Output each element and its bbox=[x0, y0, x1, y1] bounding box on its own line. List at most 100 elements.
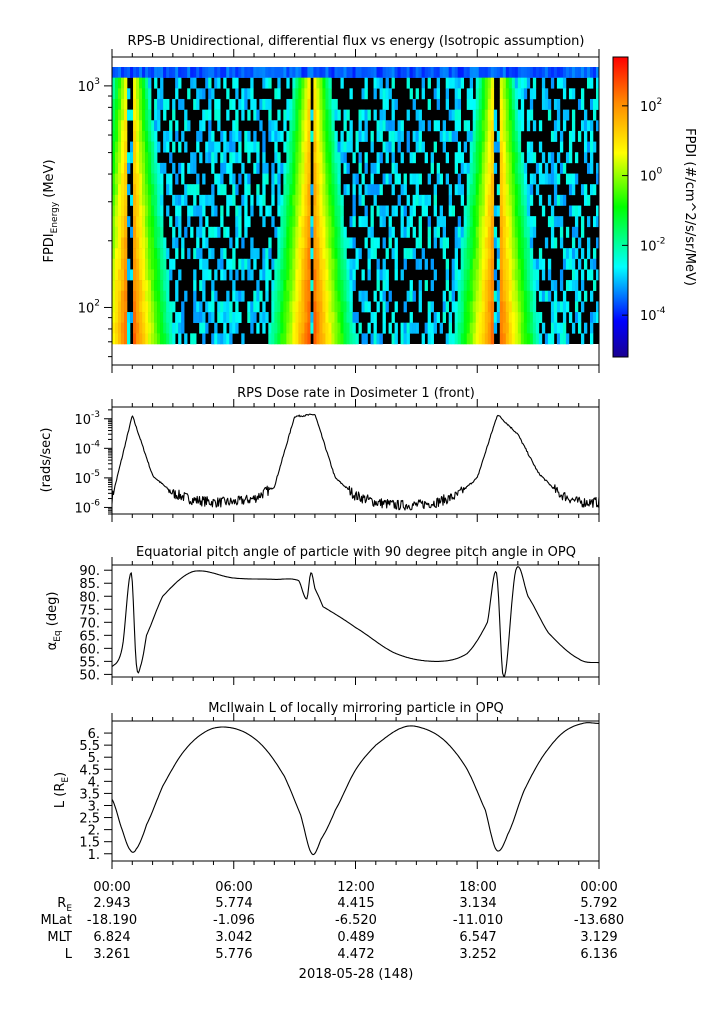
spectrogram-cell bbox=[265, 258, 269, 270]
spectrogram-cell bbox=[136, 258, 140, 270]
spectrogram-cell bbox=[460, 290, 465, 302]
spectrogram-cell bbox=[244, 173, 248, 185]
spectrogram-cell bbox=[142, 226, 146, 238]
spectrogram-cell bbox=[217, 226, 221, 238]
spectrogram-cell bbox=[334, 280, 338, 292]
spectrogram-cell bbox=[349, 269, 353, 281]
spectrogram-cell bbox=[490, 194, 495, 206]
spectrogram-cell bbox=[505, 67, 510, 78]
spectrogram-cell bbox=[298, 152, 302, 164]
spectrogram-cell bbox=[166, 98, 170, 110]
spectrogram-cell bbox=[160, 173, 164, 185]
spectrogram-cell bbox=[379, 109, 383, 121]
spectrogram-cell bbox=[403, 184, 407, 196]
spectrogram-cell bbox=[433, 120, 437, 132]
spectrogram-cell bbox=[526, 67, 531, 78]
spectrogram-cell bbox=[358, 184, 362, 196]
spectrogram-cell bbox=[307, 237, 311, 249]
spectrogram-cell bbox=[331, 173, 335, 185]
spectrogram-cell bbox=[442, 130, 446, 142]
spectrogram-cell bbox=[139, 67, 143, 78]
spectrogram-cell bbox=[358, 130, 362, 142]
spectrogram-cell bbox=[121, 216, 125, 228]
spectrogram-cell bbox=[154, 130, 158, 142]
spectrogram-cell bbox=[487, 77, 492, 89]
spectrogram-cell bbox=[517, 130, 522, 142]
spectrogram-cell bbox=[121, 77, 125, 89]
spectrogram-y-label: FPDIEnergy (MeV) bbox=[42, 159, 60, 262]
spectrogram-cell bbox=[337, 269, 341, 281]
spectrogram-cell bbox=[526, 141, 531, 153]
spectrogram-cell bbox=[502, 312, 507, 323]
mlat-value-0: -18.190 bbox=[87, 913, 137, 928]
spectrogram-cell bbox=[286, 194, 290, 206]
spectrogram-cell bbox=[139, 301, 143, 313]
spectrogram-cell bbox=[499, 226, 504, 238]
spectrogram-cell bbox=[586, 216, 591, 228]
spectrogram-cell bbox=[592, 280, 597, 292]
spectrogram-cell bbox=[247, 173, 251, 185]
spectrogram-cell bbox=[571, 269, 576, 281]
spectrogram-cell bbox=[460, 248, 465, 260]
spectrogram-cell bbox=[463, 258, 468, 270]
spectrogram-cell bbox=[304, 322, 308, 334]
spectrogram-cell bbox=[151, 280, 155, 292]
spectrogram-cell bbox=[148, 333, 152, 345]
spectrogram-cell bbox=[304, 226, 308, 238]
spectrogram-cell bbox=[541, 77, 546, 89]
spectrogram-cell bbox=[364, 205, 368, 217]
spectrogram-cell bbox=[592, 258, 597, 270]
spectrogram-cell bbox=[247, 67, 251, 78]
spectrogram-cell bbox=[436, 67, 440, 78]
spectrogram-cell bbox=[172, 322, 176, 334]
spectrogram-cell bbox=[142, 290, 146, 302]
spectrogram-cell bbox=[367, 301, 371, 313]
spectrogram-cell bbox=[124, 333, 128, 345]
spectrogram-cell bbox=[163, 248, 167, 260]
spectrogram-cell bbox=[541, 290, 546, 302]
spectrogram-cell bbox=[154, 109, 158, 121]
spectrogram-cell bbox=[133, 226, 137, 238]
spectrogram-cell bbox=[208, 301, 212, 313]
spectrogram-cell bbox=[151, 216, 155, 228]
spectrogram-cell bbox=[325, 120, 329, 132]
spectrogram-cell bbox=[301, 258, 305, 270]
spectrogram-cell bbox=[460, 269, 465, 281]
spectrogram-cell bbox=[502, 237, 507, 249]
spectrogram-cell bbox=[346, 280, 350, 292]
spectrogram-cell bbox=[457, 301, 462, 313]
spectrogram-cell bbox=[160, 290, 164, 302]
spectrogram-cell bbox=[313, 248, 317, 260]
spectrogram-cell bbox=[514, 120, 519, 132]
spectrogram-cell bbox=[133, 301, 137, 313]
spectrogram-cell bbox=[574, 205, 579, 217]
spectrogram-cell bbox=[298, 141, 302, 153]
spectrogram-cell bbox=[511, 109, 516, 121]
spectrogram-cell bbox=[229, 98, 233, 110]
spectrogram-cell bbox=[142, 258, 146, 270]
spectrogram-cell bbox=[529, 88, 534, 100]
spectrogram-cell bbox=[229, 173, 233, 185]
spectrogram-cell bbox=[328, 173, 332, 185]
spectrogram-cell bbox=[319, 290, 323, 302]
spectrogram-cell bbox=[433, 237, 437, 249]
spectrogram-cell bbox=[526, 205, 531, 217]
spectrogram-cell bbox=[421, 194, 425, 206]
spectrogram-cell bbox=[334, 301, 338, 313]
spectrogram-cell bbox=[205, 141, 209, 153]
spectrogram-cell bbox=[346, 258, 350, 270]
pitch-angle-frame bbox=[111, 564, 600, 678]
spectrogram-cell bbox=[481, 237, 486, 249]
spectrogram-cell bbox=[457, 152, 462, 164]
spectrogram-cell bbox=[532, 152, 537, 164]
spectrogram-cell bbox=[256, 194, 260, 206]
spectrogram-cell bbox=[304, 152, 308, 164]
spectrogram-cell bbox=[472, 290, 477, 302]
spectrogram-cell bbox=[151, 194, 155, 206]
spectrogram-cell bbox=[121, 173, 125, 185]
spectrogram-cell bbox=[334, 248, 338, 260]
spectrogram-cell bbox=[430, 162, 434, 174]
spectrogram-cell bbox=[427, 312, 431, 323]
spectrogram-cell bbox=[292, 109, 296, 121]
spectrogram-cell bbox=[436, 312, 440, 323]
